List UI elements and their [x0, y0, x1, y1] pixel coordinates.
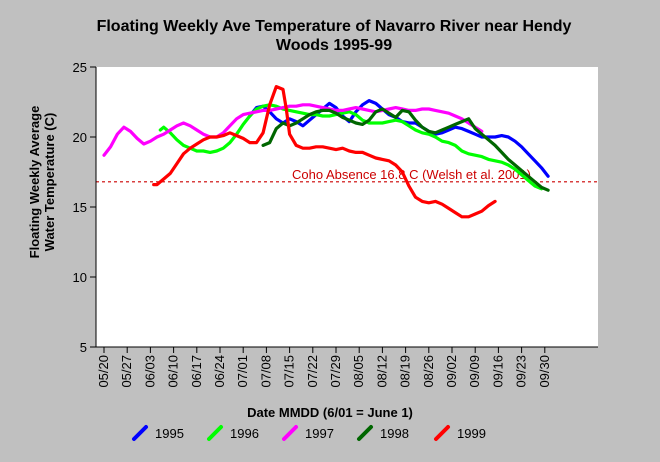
x-tick-label: 07/15: [282, 355, 297, 388]
y-axis-title-line-1: Floating Weekly Average: [27, 106, 42, 259]
x-tick-label: 09/23: [514, 355, 529, 388]
x-tick-label: 06/03: [142, 355, 157, 388]
x-tick-label: 07/08: [258, 355, 273, 388]
x-tick-label: 09/30: [537, 355, 552, 388]
y-tick-label: 10: [73, 270, 87, 285]
legend-label-1998: 1998: [380, 426, 409, 441]
y-axis-title-line-2: Water Temperature (C): [42, 113, 57, 252]
legend: 1995 1996 1997 1998 1999: [132, 425, 486, 441]
x-tick-label: 09/02: [444, 355, 459, 388]
x-tick-label: 06/10: [166, 355, 181, 388]
y-tick-label: 25: [73, 60, 87, 75]
x-tick-label: 09/16: [490, 355, 505, 388]
y-tick-label: 5: [80, 340, 87, 355]
threshold-group: Coho Absence 16.8 C (Welsh et al. 2001): [96, 167, 598, 183]
x-axis-ticks: 05/20 05/27 06/03 06/10 06/17 06/24 07/01 07/08…: [96, 347, 552, 388]
y-tick-label: 15: [73, 200, 87, 215]
series-line-1997: [102, 103, 484, 157]
x-axis-title: Date MMDD (6/01 = June 1): [247, 405, 413, 420]
legend-swatch-1999: [434, 425, 450, 441]
x-tick-label: 07/22: [305, 355, 320, 388]
series-line-1998: [261, 107, 550, 192]
series-line-1996: [158, 103, 544, 191]
x-tick-label: 08/19: [398, 355, 413, 388]
series-group: [102, 84, 550, 219]
legend-swatch-1995: [132, 425, 148, 441]
legend-label-1996: 1996: [230, 426, 259, 441]
x-tick-label: 05/27: [119, 355, 134, 388]
x-tick-label: 07/01: [235, 355, 250, 388]
threshold-label: Coho Absence 16.8 C (Welsh et al. 2001): [292, 167, 531, 182]
x-tick-label: 08/26: [421, 355, 436, 388]
y-axis-ticks: 5 10 15 20 25: [73, 60, 96, 355]
chart-title-line-2: Woods 1995-99: [276, 37, 392, 54]
x-tick-label: 08/05: [351, 355, 366, 388]
legend-label-1999: 1999: [457, 426, 486, 441]
x-tick-label: 07/29: [328, 355, 343, 388]
legend-label-1995: 1995: [155, 426, 184, 441]
x-tick-label: 09/09: [467, 355, 482, 388]
y-tick-label: 20: [73, 130, 87, 145]
x-tick-label: 06/24: [212, 355, 227, 388]
chart-title: Floating Weekly Ave Temperature of Navar…: [97, 18, 572, 54]
x-tick-label: 08/12: [374, 355, 389, 388]
series-line-1999: [152, 84, 497, 219]
legend-swatch-1996: [207, 425, 223, 441]
legend-label-1997: 1997: [305, 426, 334, 441]
legend-swatch-1998: [357, 425, 373, 441]
x-tick-label: 05/20: [96, 355, 111, 388]
legend-swatch-1997: [282, 425, 298, 441]
y-axis-title: Floating Weekly Average Water Temperatur…: [27, 106, 57, 259]
x-tick-label: 06/17: [189, 355, 204, 388]
chart-title-line-1: Floating Weekly Ave Temperature of Navar…: [97, 18, 572, 35]
